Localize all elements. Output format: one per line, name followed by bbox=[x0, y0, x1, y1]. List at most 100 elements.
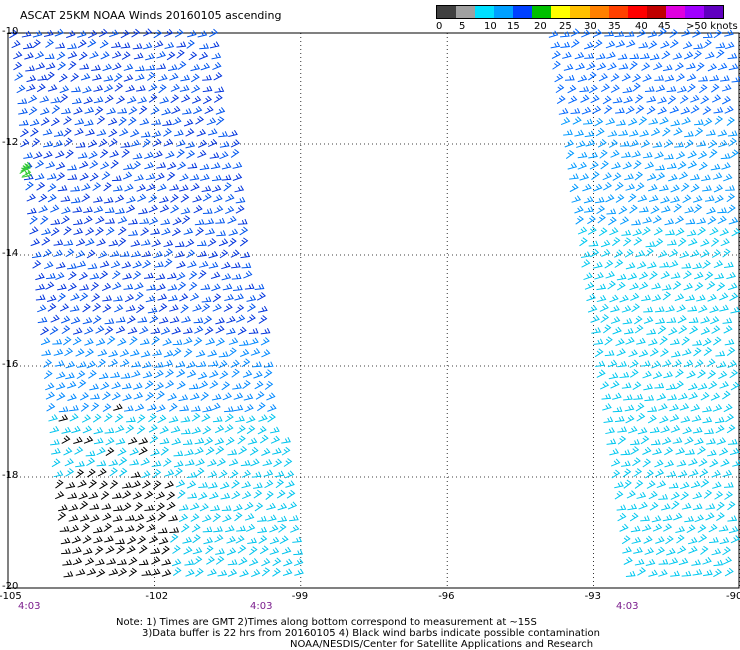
wind-barb bbox=[26, 75, 37, 83]
wind-barb bbox=[229, 469, 239, 479]
wind-barb bbox=[224, 424, 234, 433]
wind-barb bbox=[698, 304, 708, 313]
wind-barb bbox=[164, 469, 175, 477]
wind-barb bbox=[570, 39, 580, 48]
wind-barb bbox=[95, 215, 105, 225]
wind-barb bbox=[180, 193, 190, 203]
wind-barb bbox=[670, 491, 680, 500]
wind-barb bbox=[629, 204, 638, 214]
wind-barb bbox=[614, 30, 625, 38]
wind-barb bbox=[207, 138, 218, 148]
wind-barb bbox=[159, 425, 169, 434]
wind-barb bbox=[60, 215, 70, 225]
wind-barb bbox=[197, 139, 208, 148]
wind-barb bbox=[86, 568, 97, 576]
wind-barb bbox=[231, 262, 241, 269]
wind-barb bbox=[121, 148, 130, 158]
wind-barb bbox=[88, 369, 97, 379]
wind-barb bbox=[152, 349, 163, 356]
wind-barb bbox=[253, 370, 263, 379]
wind-barb bbox=[128, 567, 138, 577]
wind-barb bbox=[614, 259, 624, 268]
wind-barb bbox=[647, 30, 658, 38]
wind-barb bbox=[66, 30, 76, 39]
wind-barb bbox=[674, 62, 684, 71]
wind-barb bbox=[96, 447, 106, 456]
wind-barb bbox=[100, 161, 110, 170]
wind-barb bbox=[729, 447, 740, 456]
wind-barb bbox=[202, 85, 213, 93]
wind-barb bbox=[222, 283, 233, 291]
wind-barb bbox=[109, 150, 119, 158]
wind-barb bbox=[688, 392, 698, 400]
wind-barb bbox=[283, 458, 293, 467]
wind-barb bbox=[668, 482, 679, 489]
wind-barb bbox=[588, 151, 598, 159]
wind-barb bbox=[560, 41, 571, 48]
wind-barb bbox=[716, 501, 725, 511]
wind-barb bbox=[137, 193, 147, 202]
wind-barb bbox=[269, 536, 280, 545]
wind-barb bbox=[583, 272, 593, 281]
wind-barb bbox=[698, 75, 709, 82]
wind-barb bbox=[596, 283, 607, 291]
wind-barb bbox=[263, 369, 273, 379]
wind-barb bbox=[45, 161, 56, 169]
wind-barb bbox=[73, 436, 83, 445]
wind-barb bbox=[249, 446, 259, 456]
wind-barb bbox=[654, 459, 664, 468]
wind-barb bbox=[609, 448, 619, 456]
wind-barb bbox=[653, 226, 663, 236]
wind-barb bbox=[140, 131, 151, 138]
wind-barb bbox=[172, 347, 182, 357]
wind-barb bbox=[707, 449, 717, 457]
wind-barb bbox=[55, 272, 65, 281]
wind-barb bbox=[712, 404, 723, 412]
wind-barb bbox=[224, 294, 234, 302]
wind-barb bbox=[214, 437, 225, 446]
wind-barb bbox=[253, 489, 263, 499]
wind-barb bbox=[67, 174, 78, 180]
wind-barb bbox=[706, 358, 716, 367]
wind-barb bbox=[687, 150, 697, 159]
colorbar-swatch bbox=[513, 6, 533, 18]
colorbar-swatch bbox=[684, 6, 704, 18]
wind-barb bbox=[680, 481, 690, 490]
wind-barb bbox=[255, 391, 265, 400]
longitude-label: -105 bbox=[0, 591, 22, 602]
wind-barb bbox=[609, 294, 619, 303]
wind-barb bbox=[649, 270, 658, 280]
wind-barb bbox=[606, 51, 616, 59]
wind-barb bbox=[677, 161, 687, 170]
wind-barb bbox=[81, 523, 91, 533]
wind-barb bbox=[214, 205, 224, 214]
wind-barb bbox=[127, 96, 137, 104]
wind-barb bbox=[34, 173, 45, 181]
wind-barb bbox=[629, 368, 639, 378]
wind-barb bbox=[633, 546, 643, 554]
wind-barb bbox=[124, 293, 135, 303]
wind-barb bbox=[187, 30, 197, 38]
wind-barb bbox=[77, 39, 87, 48]
wind-barb bbox=[163, 350, 174, 358]
wind-barb bbox=[657, 96, 667, 104]
wind-barb bbox=[710, 83, 720, 93]
wind-barb bbox=[602, 324, 612, 334]
wind-barb bbox=[617, 53, 628, 60]
wind-barb bbox=[115, 207, 125, 215]
wind-barb bbox=[614, 249, 624, 258]
wind-barb bbox=[104, 318, 115, 325]
wind-barb bbox=[153, 40, 164, 48]
wind-barb bbox=[693, 347, 702, 357]
wind-barb bbox=[730, 381, 740, 391]
wind-barb bbox=[722, 248, 731, 258]
wind-barb bbox=[177, 61, 187, 70]
wind-barb bbox=[669, 414, 680, 422]
wind-barb bbox=[693, 50, 702, 60]
wind-barb bbox=[688, 238, 698, 246]
wind-barb bbox=[172, 339, 183, 346]
wind-barb bbox=[117, 216, 128, 224]
wind-barb bbox=[713, 107, 724, 114]
wind-barb bbox=[60, 195, 71, 202]
wind-barb bbox=[170, 193, 179, 203]
